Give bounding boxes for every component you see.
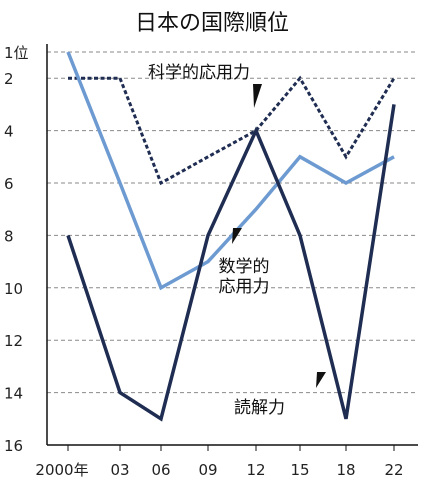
y-tick-label: 1位 xyxy=(4,44,29,62)
y-tick-label: 8 xyxy=(4,227,14,245)
x-tick-label: 12 xyxy=(246,461,265,479)
x-axis-ticks: 2000年 03 06 09 12 15 18 22 xyxy=(35,461,403,479)
y-tick-label: 6 xyxy=(4,175,14,193)
y-tick-label: 2 xyxy=(4,70,14,88)
series-label-1: 科学的応用力 xyxy=(148,63,262,108)
series-label-3: 読解力 xyxy=(234,372,326,418)
series-line-3 xyxy=(66,104,396,422)
y-tick-label: 10 xyxy=(4,280,23,298)
y-tick-label: 16 xyxy=(4,437,23,455)
y-tick-label: 14 xyxy=(4,385,23,403)
series-label-text: 数学的 xyxy=(219,257,270,277)
series-label-text: 応用力 xyxy=(219,277,270,297)
x-tick-label: 22 xyxy=(384,461,403,479)
pointer-icon xyxy=(253,84,262,108)
y-axis-ticks: 1位 2 4 6 8 10 12 14 16 xyxy=(4,44,29,455)
pointer-icon xyxy=(316,372,326,388)
x-tick-label: 15 xyxy=(290,461,309,479)
series-lines xyxy=(66,51,396,422)
series-label-text: 読解力 xyxy=(234,398,285,418)
series-line-1 xyxy=(68,75,396,186)
series-line-2 xyxy=(66,51,395,291)
y-tick-label: 12 xyxy=(4,332,23,350)
x-tick-label: 03 xyxy=(110,461,129,479)
pointer-icon xyxy=(232,228,242,244)
x-tick-label: 06 xyxy=(151,461,170,479)
chart-title: 日本の国際順位 xyxy=(135,11,289,36)
x-tick-label: 09 xyxy=(198,461,217,479)
x-tick-label: 2000年 xyxy=(35,461,88,479)
axes xyxy=(46,44,418,451)
series-label-text: 科学的応用力 xyxy=(148,63,250,83)
y-tick-label: 4 xyxy=(4,123,14,141)
x-tick-label: 18 xyxy=(336,461,355,479)
